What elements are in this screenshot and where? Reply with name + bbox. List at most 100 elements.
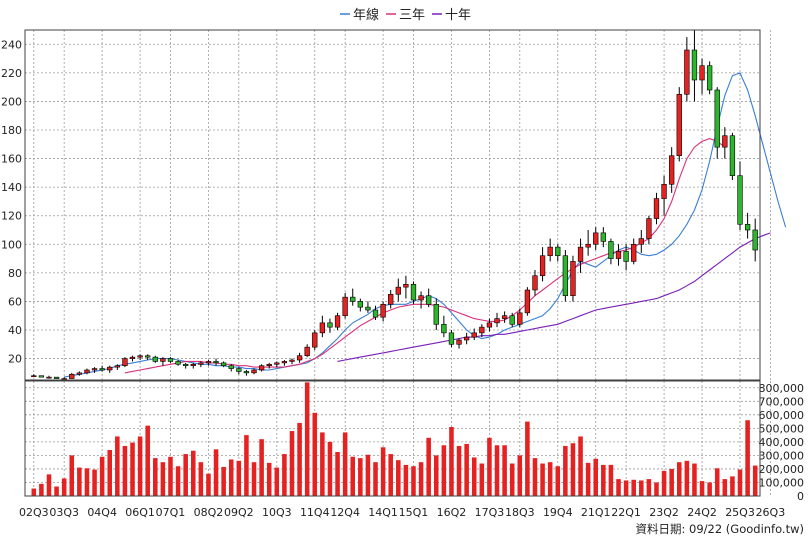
- candle-body: [289, 359, 295, 362]
- volume-tick-label: 800,000: [759, 382, 805, 395]
- candle: [213, 358, 219, 366]
- candle-body: [517, 312, 523, 325]
- candle: [152, 355, 158, 363]
- candle: [266, 362, 272, 369]
- volume-bar: [563, 445, 568, 496]
- candle-body: [676, 93, 682, 157]
- candle: [631, 238, 637, 265]
- candle-body: [744, 223, 751, 231]
- candle: [509, 312, 515, 328]
- candle: [653, 192, 660, 225]
- volume-bar: [160, 462, 166, 496]
- candle: [46, 375, 52, 379]
- candle: [577, 238, 584, 273]
- candle: [183, 362, 189, 369]
- candle: [691, 30, 698, 102]
- candle-body: [539, 255, 546, 277]
- candle-body: [38, 375, 45, 378]
- candle: [661, 175, 667, 216]
- volume-bar: [61, 478, 67, 496]
- candle: [319, 315, 326, 338]
- candle: [676, 87, 682, 162]
- candle: [448, 330, 455, 348]
- volume-bar: [676, 462, 682, 496]
- candle: [91, 367, 98, 373]
- candle-body: [84, 369, 90, 374]
- volume-bar: [555, 466, 561, 496]
- volume-bar: [251, 462, 257, 496]
- volume-bar: [39, 483, 44, 496]
- candle-body: [266, 363, 272, 367]
- candle: [744, 212, 751, 239]
- candle-body: [418, 295, 424, 301]
- volume-bars: [31, 382, 758, 496]
- volume-bar: [190, 450, 196, 496]
- volume-bar: [54, 486, 59, 496]
- candle: [53, 376, 60, 379]
- candle-body: [448, 332, 455, 345]
- candle: [365, 301, 371, 313]
- candle-body: [669, 155, 675, 185]
- candle-body: [334, 315, 341, 328]
- volume-bar: [358, 458, 363, 496]
- volume-bar: [168, 456, 173, 496]
- volume-bar: [661, 470, 667, 496]
- volume-bar: [593, 458, 599, 496]
- volume-bar: [282, 454, 287, 496]
- candle-body: [258, 365, 265, 371]
- volume-bar: [84, 468, 90, 496]
- price-panel-frame: [24, 29, 761, 381]
- volume-bar: [494, 445, 500, 496]
- footer-source: 資料日期: 09/22 (Goodinfo.tw): [635, 522, 804, 536]
- volume-bar: [130, 442, 135, 496]
- candle-body: [509, 315, 515, 325]
- candle: [334, 312, 341, 330]
- candle: [585, 230, 591, 256]
- candle-body: [410, 283, 417, 301]
- candle: [31, 374, 37, 378]
- price-tick-label: 220: [1, 67, 22, 80]
- candle-body: [274, 362, 280, 365]
- volume-bar: [699, 481, 705, 496]
- candle-body: [722, 135, 728, 148]
- candle-body: [737, 175, 743, 225]
- candle: [501, 311, 508, 323]
- candle: [623, 244, 629, 270]
- ma-line: [337, 232, 771, 362]
- x-tick-label: 22Q1: [611, 506, 641, 519]
- volume-bar: [380, 447, 386, 496]
- volume-bar: [297, 422, 302, 496]
- x-tick-label: 11Q4: [300, 506, 330, 519]
- volume-bar: [77, 467, 82, 496]
- candle: [198, 361, 204, 368]
- volume-bar: [608, 464, 614, 496]
- candle-body: [107, 366, 113, 371]
- candle-body: [729, 135, 736, 177]
- candle: [706, 61, 713, 95]
- candle-body: [220, 362, 227, 367]
- axes: 20 40 60 80 100 120 140 160 180 200 220 240 0100,000…: [1, 29, 805, 519]
- price-tick-label: 100: [1, 238, 22, 251]
- candle: [175, 360, 181, 366]
- legend-label-annual: 年線: [353, 7, 379, 23]
- candle-body: [395, 286, 401, 295]
- candle: [615, 244, 622, 266]
- candle: [608, 238, 614, 265]
- volume-bar: [471, 457, 477, 496]
- volume-bar: [396, 460, 401, 496]
- candle: [737, 161, 743, 230]
- candle-body: [31, 375, 37, 378]
- candle: [410, 281, 417, 305]
- candle: [669, 147, 675, 193]
- candle: [418, 291, 424, 309]
- volume-tick-label: 0: [797, 490, 804, 503]
- price-tick-label: 160: [1, 153, 22, 166]
- volume-bar: [335, 452, 340, 496]
- volume-bar: [115, 436, 120, 496]
- candle-body: [137, 355, 143, 358]
- candle-body: [365, 306, 371, 311]
- candle-body: [205, 361, 212, 364]
- price-tick-label: 240: [1, 38, 22, 51]
- candle: [539, 247, 546, 282]
- x-tick-label: 16Q2: [437, 506, 467, 519]
